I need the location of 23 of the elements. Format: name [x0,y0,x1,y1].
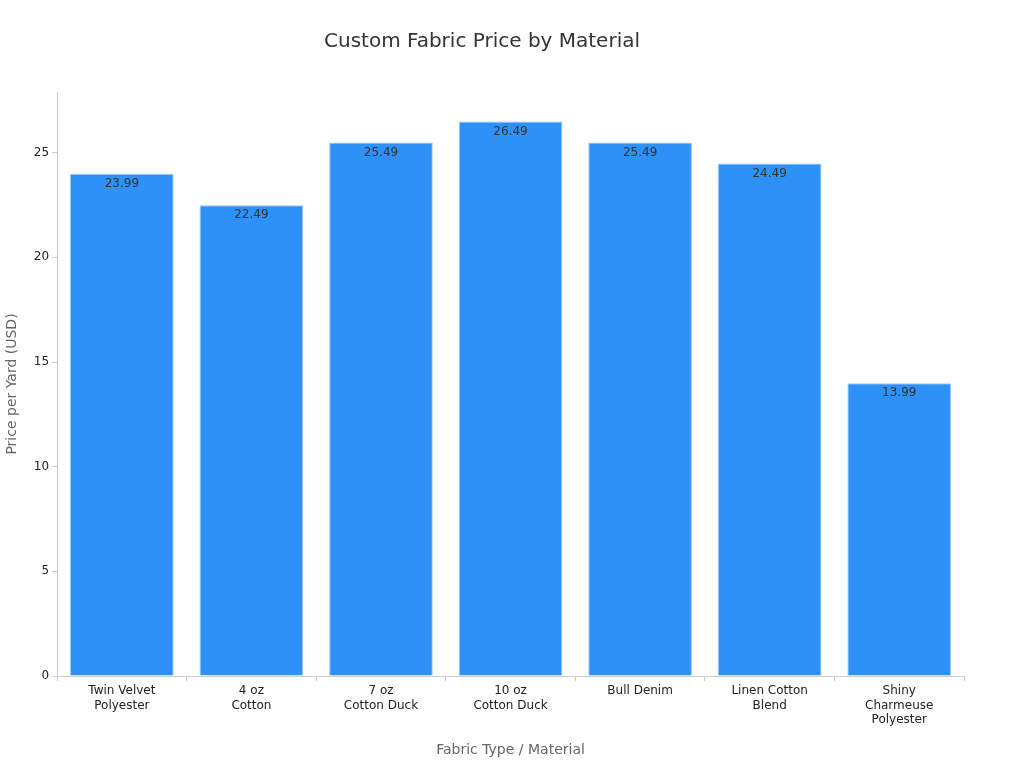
x-tick-label: 10 oz Cotton Duck [473,683,548,712]
data-label: 24.49 [752,165,787,180]
y-tick-label: 15 [33,354,50,369]
y-tick-label: 20 [33,249,50,264]
data-label: 23.99 [104,175,140,190]
x-tick-label: Shiny Charmeuse Polyester [865,683,934,727]
x-tick-label: 7 oz Cotton Duck [343,683,419,712]
x-tick-label: 4 oz Cotton [231,683,272,712]
data-label: 22.49 [234,207,269,222]
data-label: 25.49 [363,144,399,159]
x-axis-title: Fabric Type / Material [436,741,585,758]
data-label: 25.49 [622,144,658,159]
chart-title: Custom Fabric Price by Material [323,28,641,53]
data-label: 26.49 [493,123,528,138]
y-tick-label: 25 [33,144,50,159]
x-tick-label: Twin Velvet Polyester [87,683,156,712]
y-tick-label: 0 [41,668,50,683]
y-tick-label: 10 [33,458,50,473]
x-tick-label: Bull Denim [607,683,673,698]
x-tick-label: Linen Cotton Blend [731,683,808,712]
data-label: 13.99 [882,385,917,400]
y-axis-title: Price per Yard (USD) [3,313,20,455]
y-tick-label: 5 [41,563,50,578]
